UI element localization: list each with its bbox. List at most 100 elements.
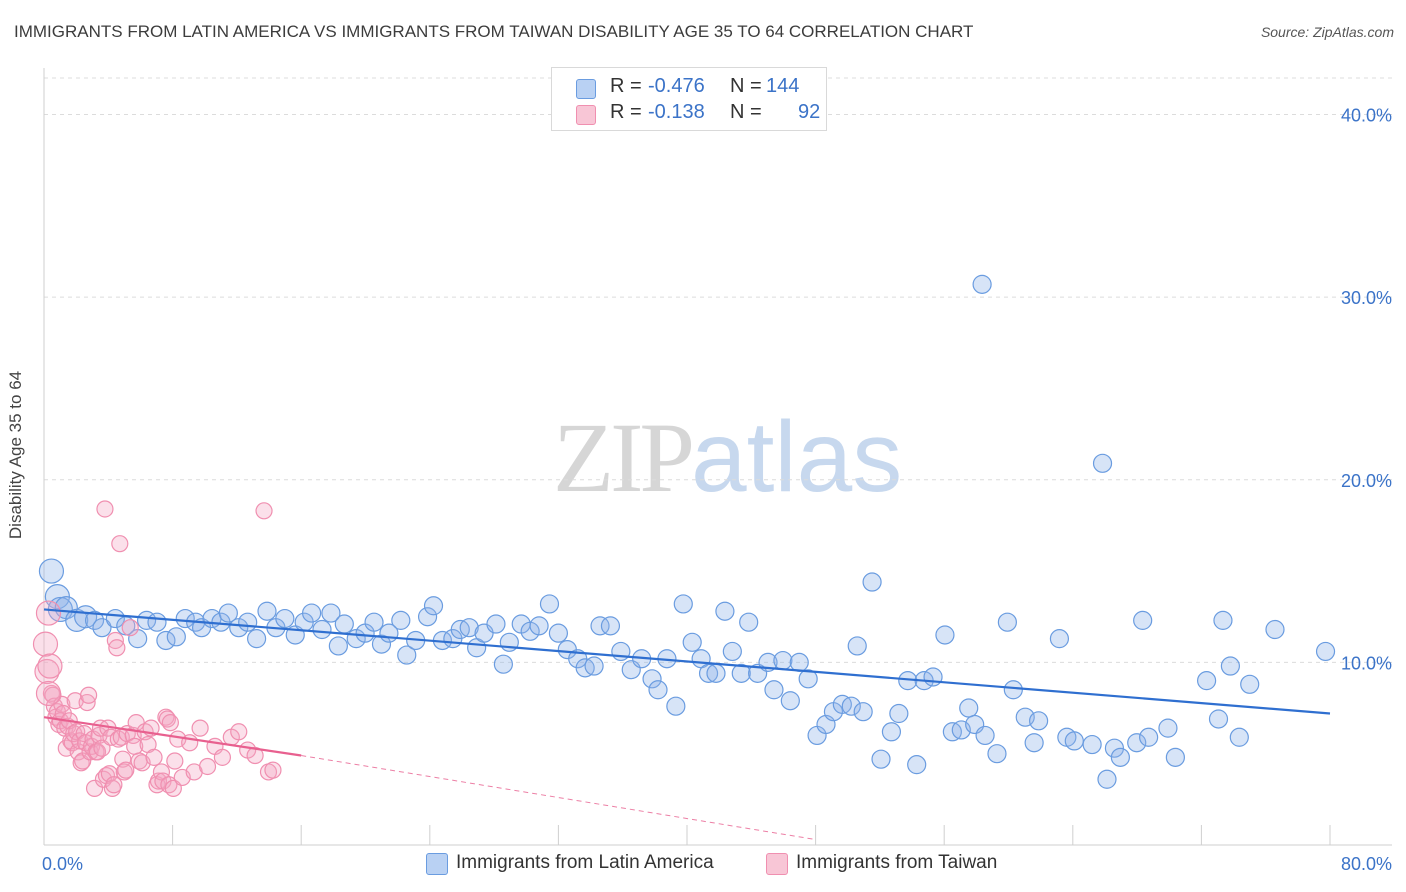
point-latin-america	[706, 663, 726, 683]
point-latin-america	[1165, 747, 1185, 767]
point-latin-america	[84, 610, 105, 630]
point-latin-america	[175, 608, 195, 629]
point-latin-america	[731, 663, 751, 683]
point-latin-america	[841, 696, 861, 716]
point-latin-america	[1133, 610, 1153, 630]
point-latin-america	[972, 274, 992, 294]
point-latin-america	[682, 632, 702, 652]
point-latin-america	[715, 601, 735, 621]
point-latin-america	[1220, 656, 1240, 676]
legend-n-label: N =	[730, 101, 762, 123]
point-latin-america	[975, 725, 995, 746]
point-taiwan	[35, 600, 62, 626]
legend-n-label: N =	[730, 75, 762, 97]
legend-r-value: -0.138	[648, 101, 705, 123]
point-latin-america	[364, 612, 384, 632]
point-latin-america	[1064, 731, 1084, 751]
point-latin-america	[1127, 733, 1147, 753]
chart-title: IMMIGRANTS FROM LATIN AMERICA VS IMMIGRA…	[14, 22, 974, 41]
y-tick-label: 20.0%	[1341, 471, 1392, 491]
point-latin-america	[764, 680, 784, 700]
point-latin-america	[1240, 674, 1260, 694]
point-latin-america	[862, 572, 882, 592]
point-taiwan	[191, 719, 209, 737]
trend-line-taiwan-extension	[301, 755, 816, 841]
point-taiwan	[213, 748, 232, 766]
point-taiwan	[264, 761, 282, 779]
legend-r-value: -0.476	[648, 75, 705, 97]
point-taiwan	[96, 500, 114, 518]
point-taiwan	[32, 631, 59, 657]
point-latin-america	[673, 594, 693, 614]
point-latin-america	[238, 612, 258, 632]
point-latin-america	[789, 652, 809, 672]
series-taiwan-points	[32, 500, 282, 797]
point-taiwan	[145, 748, 163, 766]
point-taiwan	[121, 619, 139, 637]
trend-line-latin-america	[43, 608, 1331, 715]
point-latin-america	[889, 703, 909, 724]
point-taiwan	[230, 723, 248, 741]
axes	[43, 68, 1392, 846]
point-taiwan	[246, 746, 264, 765]
point-latin-america	[147, 612, 167, 632]
point-latin-america	[1197, 671, 1217, 691]
point-taiwan	[149, 772, 168, 790]
bottom-legend-swatch-latin	[426, 853, 448, 875]
point-latin-america	[257, 601, 277, 621]
trend-line-taiwan	[43, 716, 302, 757]
point-latin-america	[548, 623, 569, 643]
point-latin-america	[1024, 733, 1044, 753]
point-latin-america	[959, 698, 979, 718]
point-latin-america	[312, 619, 332, 640]
point-taiwan	[108, 639, 126, 657]
bottom-legend-label-latin: Immigrants from Latin America	[456, 852, 714, 873]
point-latin-america	[539, 594, 560, 614]
point-latin-america	[1097, 769, 1117, 789]
point-taiwan	[80, 686, 98, 704]
bottom-legend-swatch-taiwan	[766, 853, 788, 875]
legend-swatch-taiwan	[576, 105, 596, 125]
legend-swatch-latin	[576, 79, 596, 99]
point-latin-america	[334, 614, 354, 634]
point-latin-america	[246, 629, 267, 649]
point-latin-america	[218, 603, 238, 623]
point-latin-america	[590, 616, 610, 636]
watermark: ZIPatlas	[553, 400, 902, 515]
point-latin-america	[1315, 641, 1336, 662]
stats-legend: R = -0.476 N = 144 R = -0.138 N = 92	[551, 67, 827, 131]
point-latin-america	[1139, 727, 1159, 747]
y-tick-label: 30.0%	[1341, 288, 1392, 308]
point-latin-america	[584, 656, 604, 676]
point-latin-america	[847, 636, 867, 656]
y-tick-label: 40.0%	[1341, 106, 1392, 126]
point-latin-america	[1003, 680, 1023, 700]
point-latin-america	[881, 722, 902, 742]
point-taiwan	[117, 761, 135, 779]
point-latin-america	[38, 558, 65, 584]
point-latin-america	[853, 702, 873, 722]
watermark-atlas: atlas	[691, 401, 903, 513]
point-latin-america	[1265, 619, 1285, 640]
point-latin-america	[722, 641, 742, 662]
point-latin-america	[1092, 453, 1113, 473]
point-latin-america	[302, 603, 322, 623]
point-latin-america	[156, 630, 176, 651]
point-latin-america	[328, 636, 348, 656]
watermark-zip: ZIP	[553, 402, 695, 513]
point-latin-america	[1229, 727, 1249, 747]
point-latin-america	[987, 744, 1007, 764]
point-latin-america	[798, 669, 818, 689]
y-axis-label: Disability Age 35 to 64	[6, 370, 25, 540]
legend-r-label: R =	[610, 101, 642, 123]
point-latin-america	[739, 612, 759, 632]
point-latin-america	[166, 627, 186, 647]
point-latin-america	[1158, 718, 1178, 738]
point-taiwan	[100, 765, 119, 783]
point-latin-america	[423, 596, 444, 616]
point-latin-america	[642, 669, 662, 689]
point-latin-america	[666, 696, 686, 716]
point-latin-america	[1110, 747, 1130, 767]
point-latin-america	[459, 618, 479, 638]
